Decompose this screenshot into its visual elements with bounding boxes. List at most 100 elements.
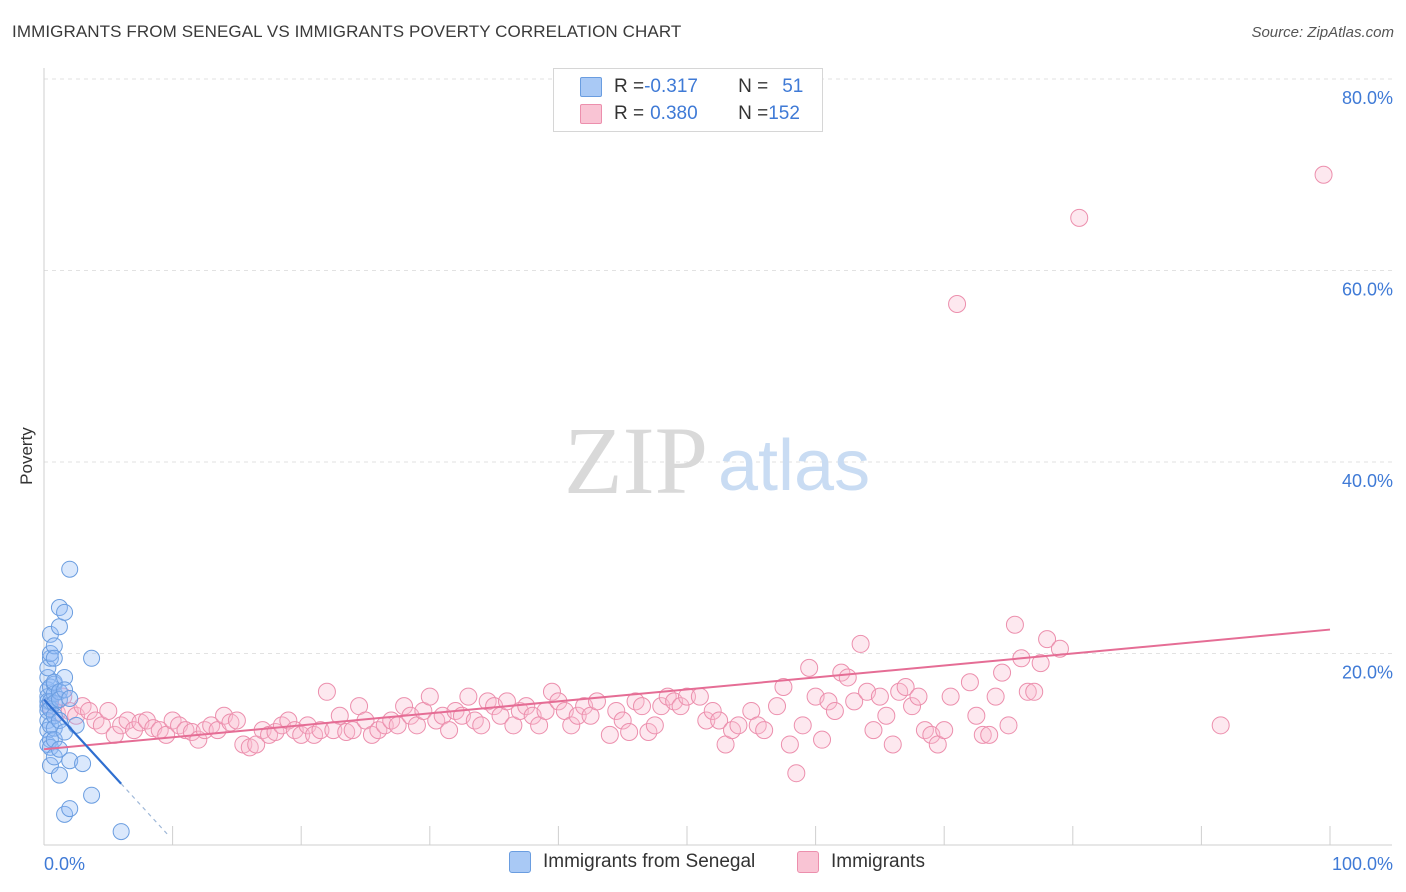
point-immigrants <box>645 716 664 735</box>
y-tick-label: 60.0% <box>1342 280 1393 300</box>
point-immigrants <box>568 706 587 725</box>
point-immigrants <box>838 668 857 687</box>
point-immigrants <box>176 721 195 740</box>
series-legend: Immigrants from Senegal Immigrants <box>0 851 1406 879</box>
point-senegal <box>50 618 68 636</box>
series-swatch-immigrants <box>797 851 819 873</box>
point-immigrants <box>851 634 870 653</box>
legend-row-senegal: R = -0.317 N = 51 <box>580 75 803 99</box>
point-immigrants <box>125 721 144 740</box>
point-immigrants <box>697 711 716 730</box>
trend-line-senegal <box>43 698 122 785</box>
point-senegal <box>61 752 79 770</box>
point-immigrants <box>678 687 696 706</box>
point-immigrants <box>337 723 356 742</box>
point-immigrants <box>960 673 979 692</box>
point-immigrants <box>690 687 709 706</box>
point-immigrants <box>980 725 999 744</box>
y-tick-label: 20.0% <box>1342 663 1393 683</box>
point-immigrants <box>137 711 156 730</box>
point-senegal <box>39 721 57 739</box>
y-tick-label: 80.0% <box>1342 88 1393 108</box>
point-immigrants <box>632 697 651 716</box>
point-immigrants <box>1018 682 1037 701</box>
series-legend-immigrants[interactable]: Immigrants <box>797 851 925 873</box>
point-senegal <box>67 716 85 734</box>
point-senegal <box>74 755 92 773</box>
x-tick-label: 0.0% <box>44 854 85 874</box>
point-immigrants <box>542 682 561 701</box>
point-immigrants <box>999 716 1018 735</box>
point-immigrants <box>941 687 960 706</box>
watermark-zip: ZIP <box>564 407 708 514</box>
point-senegal <box>56 668 74 686</box>
point-immigrants <box>710 711 729 730</box>
point-immigrants <box>948 295 967 314</box>
point-immigrants <box>562 716 581 735</box>
point-senegal <box>83 649 101 667</box>
point-immigrants <box>459 687 478 706</box>
legend-r-label: R = <box>614 103 645 124</box>
point-immigrants <box>472 716 491 735</box>
point-immigrants <box>613 711 632 730</box>
stats-legend: R = -0.317 N = 51 R = 0.380 N = 152 <box>553 68 823 132</box>
chart-title: IMMIGRANTS FROM SENEGAL VS IMMIGRANTS PO… <box>12 22 682 41</box>
point-senegal <box>61 690 79 708</box>
point-senegal <box>112 823 130 841</box>
point-immigrants <box>973 725 992 744</box>
series-swatch-senegal <box>509 851 531 873</box>
source-credit: Source: ZipAtlas.com <box>1251 24 1394 41</box>
legend-n-label: N = <box>738 103 769 124</box>
point-immigrants <box>819 692 838 711</box>
point-immigrants <box>787 764 806 783</box>
point-immigrants <box>864 721 883 740</box>
point-immigrants <box>420 687 439 706</box>
legend-r-label: R = <box>614 76 645 97</box>
point-immigrants <box>639 723 658 742</box>
point-immigrants <box>600 725 619 744</box>
series-label-immigrants: Immigrants <box>831 851 925 872</box>
point-immigrants <box>825 701 844 720</box>
point-senegal <box>45 649 63 667</box>
point-immigrants <box>317 682 336 701</box>
point-senegal <box>56 603 74 621</box>
point-immigrants <box>774 678 793 697</box>
series-legend-senegal[interactable]: Immigrants from Senegal <box>509 851 755 873</box>
point-immigrants <box>620 723 639 742</box>
trend-lines <box>43 628 1331 835</box>
point-immigrants <box>311 721 330 740</box>
point-immigrants <box>80 701 99 720</box>
point-immigrants <box>768 697 787 716</box>
points-layer <box>39 165 1333 841</box>
point-immigrants <box>1005 615 1024 634</box>
watermark: ZIP atlas <box>564 407 870 514</box>
point-immigrants <box>671 697 690 716</box>
point-senegal <box>50 599 68 617</box>
legend-swatch-immigrants <box>580 104 602 124</box>
point-immigrants <box>395 697 414 716</box>
trend-line-immigrants <box>43 628 1331 751</box>
trend-extension-senegal <box>120 783 168 835</box>
point-immigrants <box>903 697 922 716</box>
point-senegal <box>50 766 68 784</box>
point-immigrants <box>330 706 349 725</box>
point-senegal <box>45 707 63 725</box>
axes <box>43 68 1392 846</box>
point-immigrants <box>292 725 311 744</box>
point-immigrants <box>896 678 915 697</box>
tick-labels: 20.0% 40.0% 60.0% 80.0% 0.0% 100.0% <box>44 88 1393 874</box>
point-immigrants <box>967 706 986 725</box>
point-immigrants <box>845 692 864 711</box>
point-immigrants <box>813 730 832 749</box>
point-immigrants <box>1070 208 1089 227</box>
point-immigrants <box>1050 639 1069 658</box>
point-senegal <box>83 786 101 804</box>
x-tick-label: 100.0% <box>1332 854 1393 874</box>
point-immigrants <box>909 687 928 706</box>
point-senegal <box>56 681 74 699</box>
point-senegal <box>61 800 79 818</box>
point-immigrants <box>793 716 812 735</box>
point-immigrants <box>1211 716 1230 735</box>
legend-r-value: -0.317 <box>644 76 698 97</box>
point-immigrants <box>703 701 722 720</box>
